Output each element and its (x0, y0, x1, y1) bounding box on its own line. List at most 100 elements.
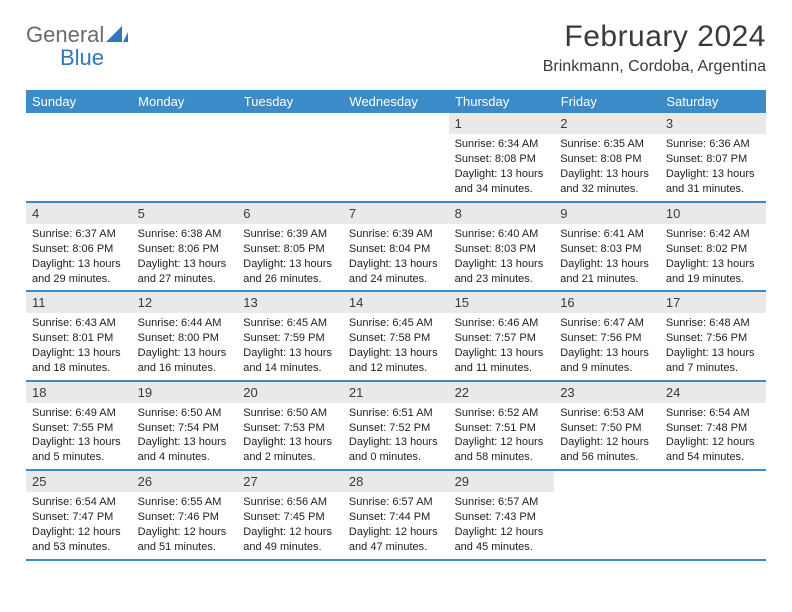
day-details: Sunrise: 6:56 AMSunset: 7:45 PMDaylight:… (237, 492, 343, 558)
day-details: Sunrise: 6:45 AMSunset: 7:58 PMDaylight:… (343, 313, 449, 379)
sunrise-line: Sunrise: 6:47 AM (560, 317, 644, 329)
calendar-empty-cell (26, 113, 132, 202)
sunset-line: Sunset: 8:03 PM (560, 243, 641, 255)
sunrise-line: Sunrise: 6:54 AM (666, 407, 750, 419)
sunset-line: Sunset: 8:00 PM (138, 332, 219, 344)
sunrise-line: Sunrise: 6:49 AM (32, 407, 116, 419)
day-details: Sunrise: 6:42 AMSunset: 8:02 PMDaylight:… (660, 224, 766, 290)
calendar-week-row: 18 Sunrise: 6:49 AM Sunset: 7:55 PM Dayligh… (26, 381, 766, 470)
calendar-day-cell: 11Sunrise: 6:43 AMSunset: 8:01 PMDayligh… (26, 291, 132, 380)
day-number: 17 (660, 292, 766, 313)
calendar-day-cell: 15Sunrise: 6:46 AMSunset: 7:57 PMDayligh… (449, 291, 555, 380)
calendar-day-cell: 3Sunrise: 6:36 AMSunset: 8:07 PMDaylight… (660, 113, 766, 202)
header: General Blue February 2024 Brinkmann, Co… (26, 20, 766, 76)
daylight-line: Daylight: 13 hours and 12 minutes. (349, 347, 438, 374)
calendar-day-cell: 27Sunrise: 6:56 AMSunset: 7:45 PMDayligh… (237, 470, 343, 559)
day-details: Sunrise: 6:41 AMSunset: 8:03 PMDaylight:… (554, 224, 660, 290)
day-details: Sunrise: 6:39 AMSunset: 8:05 PMDaylight:… (237, 224, 343, 290)
calendar-day-cell: 9Sunrise: 6:41 AMSunset: 8:03 PMDaylight… (554, 202, 660, 291)
daylight-line: Daylight: 13 hours and 9 minutes. (560, 347, 649, 374)
day-header: Saturday (660, 90, 766, 113)
sunset-line: Sunset: 8:07 PM (666, 153, 747, 165)
daylight-line: Daylight: 12 hours and 45 minutes. (455, 526, 544, 553)
day-details: Sunrise: 6:52 AMSunset: 7:51 PMDaylight:… (449, 403, 555, 469)
day-details: Sunrise: 6:36 AMSunset: 8:07 PMDaylight:… (660, 134, 766, 200)
day-number: 27 (237, 471, 343, 492)
calendar-day-cell: 1Sunrise: 6:34 AMSunset: 8:08 PMDaylight… (449, 113, 555, 202)
day-number: 18 (26, 382, 132, 403)
calendar-day-cell: 24Sunrise: 6:54 AMSunset: 7:48 PMDayligh… (660, 381, 766, 470)
title-block: February 2024 Brinkmann, Cordoba, Argent… (543, 20, 766, 76)
logo-text-wrap: General Blue (26, 24, 128, 70)
calendar-day-cell: 20Sunrise: 6:50 AMSunset: 7:53 PMDayligh… (237, 381, 343, 470)
day-header: Thursday (449, 90, 555, 113)
day-header: Friday (554, 90, 660, 113)
sunset-line: Sunset: 8:01 PM (32, 332, 113, 344)
sunrise-line: Sunrise: 6:43 AM (32, 317, 116, 329)
day-number: 16 (554, 292, 660, 313)
daylight-line: Daylight: 13 hours and 26 minutes. (243, 258, 332, 285)
sunset-line: Sunset: 7:43 PM (455, 511, 536, 523)
sunrise-line: Sunrise: 6:44 AM (138, 317, 222, 329)
day-header-row: SundayMondayTuesdayWednesdayThursdayFrid… (26, 90, 766, 113)
calendar-day-cell: 23Sunrise: 6:53 AMSunset: 7:50 PMDayligh… (554, 381, 660, 470)
day-number: 28 (343, 471, 449, 492)
day-details: Sunrise: 6:51 AMSunset: 7:52 PMDaylight:… (343, 403, 449, 469)
sunrise-line: Sunrise: 6:57 AM (349, 496, 433, 508)
day-details: Sunrise: 6:37 AMSunset: 8:06 PMDaylight:… (26, 224, 132, 290)
sunrise-line: Sunrise: 6:56 AM (243, 496, 327, 508)
calendar-empty-cell (660, 470, 766, 559)
sunrise-line: Sunrise: 6:40 AM (455, 228, 539, 240)
sunset-line: Sunset: 7:59 PM (243, 332, 324, 344)
calendar-day-cell: 10Sunrise: 6:42 AMSunset: 8:02 PMDayligh… (660, 202, 766, 291)
sunset-line: Sunset: 8:06 PM (138, 243, 219, 255)
calendar-day-cell: 8Sunrise: 6:40 AMSunset: 8:03 PMDaylight… (449, 202, 555, 291)
day-number: 7 (343, 203, 449, 224)
day-number: 3 (660, 113, 766, 134)
calendar-day-cell: 28 Sunrise: 6:57 AM Sunset: 7:44 PM Dayligh… (343, 470, 449, 559)
logo-word2: Blue (60, 45, 104, 70)
sunset-line: Sunset: 7:50 PM (560, 422, 641, 434)
day-details: Sunrise: 6:54 AMSunset: 7:47 PMDaylight:… (26, 492, 132, 558)
day-number: 21 (343, 382, 449, 403)
day-number: 4 (26, 203, 132, 224)
day-details: Sunrise: 6:50 AMSunset: 7:54 PMDaylight:… (132, 403, 238, 469)
sunset-line: Sunset: 8:05 PM (243, 243, 324, 255)
day-number: 19 (132, 382, 238, 403)
daylight-line: Daylight: 13 hours and 2 minutes. (243, 436, 332, 463)
sunset-line: Sunset: 8:04 PM (349, 243, 430, 255)
sunrise-line: Sunrise: 6:34 AM (455, 138, 539, 150)
day-number: 1 (449, 113, 555, 134)
sunrise-line: Sunrise: 6:51 AM (349, 407, 433, 419)
calendar-empty-cell (343, 113, 449, 202)
day-details: Sunrise: 6:57 AM Sunset: 7:44 PM Daylight:… (343, 492, 449, 558)
logo: General Blue (26, 24, 128, 70)
daylight-line: Daylight: 13 hours and 29 minutes. (32, 258, 121, 285)
daylight-line: Daylight: 12 hours and 49 minutes. (243, 526, 332, 553)
daylight-line: Daylight: 12 hours and 51 minutes. (138, 526, 227, 553)
day-details: Sunrise: 6:43 AMSunset: 8:01 PMDaylight:… (26, 313, 132, 379)
logo-sail-icon (106, 24, 128, 47)
day-number: 8 (449, 203, 555, 224)
calendar-day-cell: 21Sunrise: 6:51 AMSunset: 7:52 PMDayligh… (343, 381, 449, 470)
calendar-day-cell: 25Sunrise: 6:54 AMSunset: 7:47 PMDayligh… (26, 470, 132, 559)
day-header: Monday (132, 90, 238, 113)
calendar-table: SundayMondayTuesdayWednesdayThursdayFrid… (26, 90, 766, 561)
sunset-line: Sunset: 7:55 PM (32, 422, 113, 434)
sunset-line: Sunset: 7:44 PM (349, 511, 430, 523)
sunrise-line: Sunrise: 6:45 AM (349, 317, 433, 329)
daylight-line: Daylight: 13 hours and 24 minutes. (349, 258, 438, 285)
daylight-line: Daylight: 13 hours and 32 minutes. (560, 168, 649, 195)
day-details: Sunrise: 6:35 AMSunset: 8:08 PMDaylight:… (554, 134, 660, 200)
daylight-line: Daylight: 13 hours and 7 minutes. (666, 347, 755, 374)
sunset-line: Sunset: 7:51 PM (455, 422, 536, 434)
calendar-week-row: 1Sunrise: 6:34 AMSunset: 8:08 PMDaylight… (26, 113, 766, 202)
day-number: 9 (554, 203, 660, 224)
day-number: 10 (660, 203, 766, 224)
day-details: Sunrise: 6:47 AMSunset: 7:56 PMDaylight:… (554, 313, 660, 379)
daylight-line: Daylight: 12 hours and 47 minutes. (349, 526, 438, 553)
sunrise-line: Sunrise: 6:35 AM (560, 138, 644, 150)
sunrise-line: Sunrise: 6:50 AM (138, 407, 222, 419)
day-number: 15 (449, 292, 555, 313)
day-details: Sunrise: 6:38 AMSunset: 8:06 PMDaylight:… (132, 224, 238, 290)
